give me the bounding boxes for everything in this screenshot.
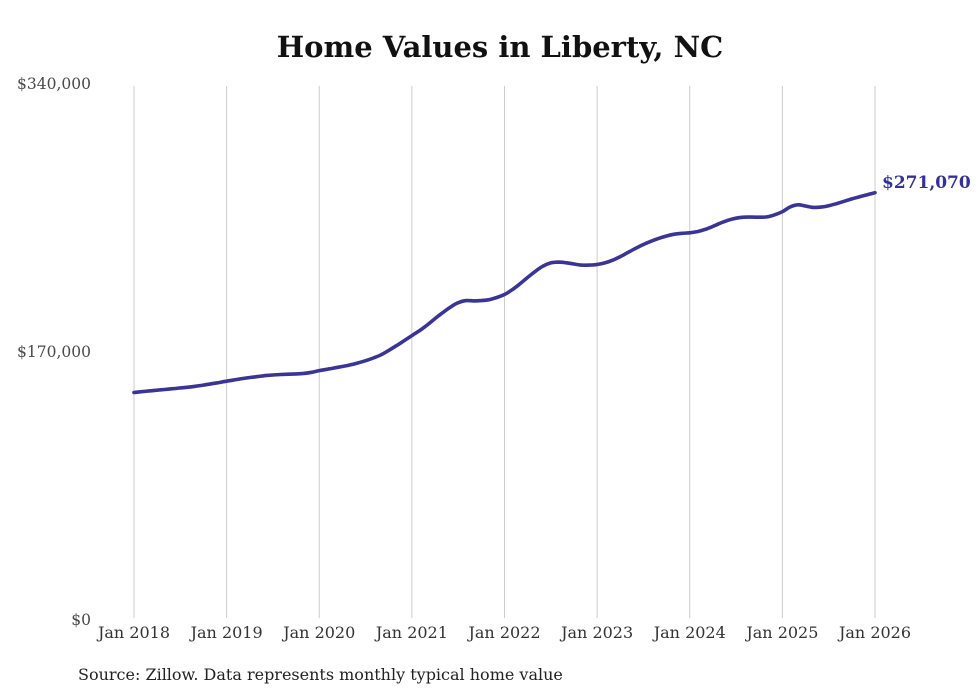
home-values-line (132, 190, 877, 395)
x-axis-tick-label: Jan 2019 (190, 623, 263, 642)
y-axis-tick-label: $340,000 (17, 74, 91, 93)
x-axis-tick-label: Jan 2025 (746, 623, 819, 642)
x-axis-tick-label: Jan 2023 (561, 623, 634, 642)
x-axis-tick-label: Jan 2020 (283, 623, 356, 642)
latest-value-label: $271,070 (882, 173, 971, 193)
x-axis-tick-label: Jan 2026 (838, 623, 912, 642)
x-axis-tick-label: Jan 2018 (97, 623, 171, 642)
chart-title: Home Values in Liberty, NC (276, 30, 724, 64)
y-axis-tick-label: $0 (71, 610, 91, 629)
x-axis-tick-label: Jan 2021 (375, 623, 448, 642)
source-note: Source: Zillow. Data represents monthly … (78, 665, 563, 684)
y-axis-tick-label: $170,000 (17, 342, 91, 361)
x-axis-tick-label: Jan 2022 (468, 623, 541, 642)
x-axis-tick-label: Jan 2024 (653, 623, 726, 642)
